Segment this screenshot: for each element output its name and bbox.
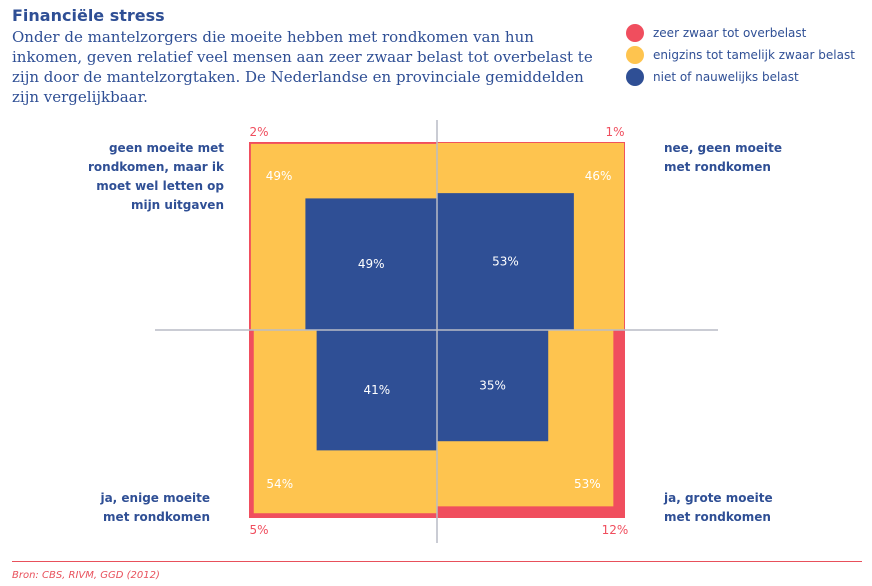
legend-item-niet: niet of nauwelijks belast bbox=[626, 66, 855, 88]
quadrant-label-top-right: nee, geen moeite met rondkomen bbox=[664, 141, 783, 174]
data-label-bottom-right-zeer-zwaar: 12% bbox=[602, 523, 629, 537]
data-label-top-right-zeer-zwaar: 1% bbox=[605, 125, 624, 139]
legend-swatch-niet bbox=[626, 68, 644, 86]
data-label-bottom-left-niet: 41% bbox=[363, 383, 390, 397]
footer-divider bbox=[12, 561, 862, 562]
legend-swatch-enigzins bbox=[626, 46, 644, 64]
source-note: Bron: CBS, RIVM, GGD (2012) bbox=[12, 570, 160, 581]
data-label-bottom-right-enigzins: 53% bbox=[574, 477, 601, 491]
data-label-top-left-enigzins: 49% bbox=[266, 169, 293, 183]
data-label-top-left-niet: 49% bbox=[358, 257, 385, 271]
quadrant-label-bottom-left: ja, enige moeite met rondkomen bbox=[100, 491, 210, 524]
data-label-bottom-left-enigzins: 54% bbox=[266, 477, 293, 491]
legend-swatch-zeer-zwaar bbox=[626, 24, 644, 42]
data-label-bottom-left-zeer-zwaar: 5% bbox=[249, 523, 268, 537]
chart-subtitle: Onder de mantelzorgers die moeite hebben… bbox=[12, 28, 593, 106]
legend-label-niet: niet of nauwelijks belast bbox=[653, 70, 799, 84]
area-top-right-niet bbox=[437, 193, 574, 330]
data-label-top-left-zeer-zwaar: 2% bbox=[249, 125, 268, 139]
area-bottom-right-niet bbox=[437, 330, 549, 442]
data-label-bottom-right-niet: 35% bbox=[479, 379, 506, 393]
data-label-top-right-niet: 53% bbox=[492, 255, 519, 269]
legend-label-zeer-zwaar: zeer zwaar tot overbelast bbox=[653, 26, 807, 40]
legend: zeer zwaar tot overbelast enigzins tot t… bbox=[626, 22, 855, 88]
area-top-left-niet bbox=[305, 198, 437, 330]
quadrant-label-bottom-right: ja, grote moeite met rondkomen bbox=[664, 491, 773, 524]
legend-label-enigzins: enigzins tot tamelijk zwaar belast bbox=[653, 48, 855, 62]
area-bottom-left-niet bbox=[316, 330, 437, 451]
legend-item-enigzins: enigzins tot tamelijk zwaar belast bbox=[626, 44, 855, 66]
data-label-top-right-enigzins: 46% bbox=[585, 169, 612, 183]
quadrant-label-top-left: geen moeite met rondkomen, maar ik moet … bbox=[87, 141, 224, 212]
legend-item-zeer-zwaar: zeer zwaar tot overbelast bbox=[626, 22, 855, 44]
chart-title: Financiële stress bbox=[12, 6, 165, 25]
